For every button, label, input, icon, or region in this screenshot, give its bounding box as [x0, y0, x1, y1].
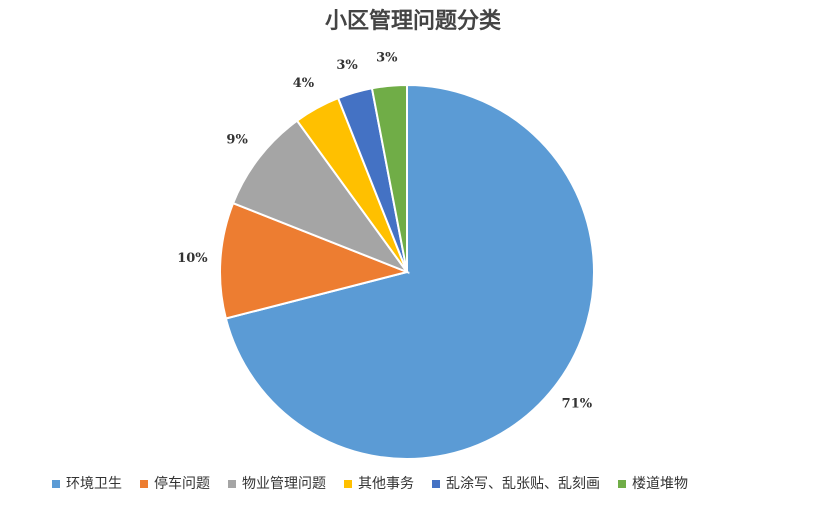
legend-swatch [52, 480, 60, 488]
data-label: 10% [177, 251, 208, 266]
data-label: 3% [336, 58, 358, 73]
pie-slice [224, 83, 595, 460]
legend-label: 停车问题 [154, 475, 210, 492]
legend-swatch [228, 480, 236, 488]
legend-swatch [432, 480, 440, 488]
legend-label: 乱涂写、乱张贴、乱刻画 [446, 476, 600, 492]
legend-label: 物业管理问题 [242, 476, 326, 492]
data-label: 3% [376, 50, 398, 65]
legend-label: 其他事务 [358, 476, 414, 492]
data-label: 9% [226, 133, 248, 148]
legend-swatch [344, 480, 352, 488]
legend-swatch [140, 480, 148, 488]
pie-slice [370, 83, 408, 273]
data-label: 4% [293, 76, 315, 91]
legend-label: 楼道堆物 [632, 476, 688, 492]
pie-slice [219, 201, 411, 320]
legend-label: 环境卫生 [66, 476, 122, 492]
legend-swatch [618, 480, 626, 488]
data-label: 71% [562, 396, 593, 411]
chart-title: 小区管理问题分类 [325, 8, 502, 34]
pie-slice [231, 119, 410, 275]
